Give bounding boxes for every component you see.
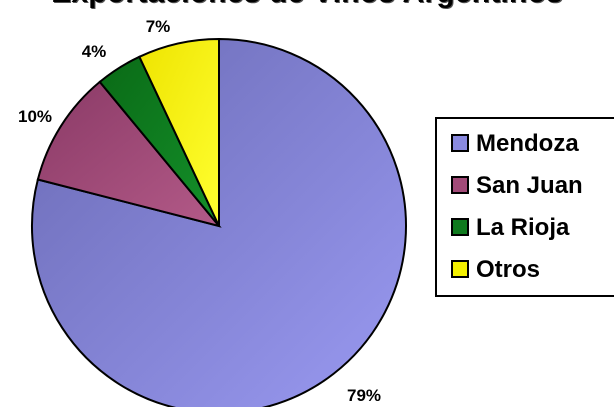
- legend-label-san-juan: San Juan: [476, 172, 583, 199]
- legend: Mendoza San Juan La Rioja Otros: [435, 117, 614, 297]
- slice-label-otros: 7%: [146, 17, 171, 36]
- slice-label-mendoza: 79%: [347, 386, 381, 405]
- labels-layer: 79% 10% 4% 7%: [18, 17, 381, 405]
- slice-label-la-rioja: 4%: [82, 42, 107, 61]
- pie-slice-san-juan: [36, 80, 222, 228]
- legend-swatch-mendoza: [451, 134, 469, 152]
- slice-label-san-juan: 10%: [18, 107, 52, 126]
- legend-label-mendoza: Mendoza: [476, 130, 579, 157]
- legend-swatch-san-juan: [451, 176, 469, 194]
- legend-swatch-otros: [451, 260, 469, 278]
- legend-items: Mendoza San Juan La Rioja Otros: [451, 130, 583, 283]
- chart-title: Exportaciones de Vinos Argentinos: [0, 0, 614, 10]
- legend-swatch-la-rioja: [451, 218, 469, 236]
- pie-slice-mendoza: [31, 37, 407, 407]
- legend-label-otros: Otros: [476, 256, 540, 283]
- legend-label-la-rioja: La Rioja: [476, 214, 570, 241]
- slices-layer: [31, 37, 407, 407]
- pie-slice-otros: [138, 37, 220, 227]
